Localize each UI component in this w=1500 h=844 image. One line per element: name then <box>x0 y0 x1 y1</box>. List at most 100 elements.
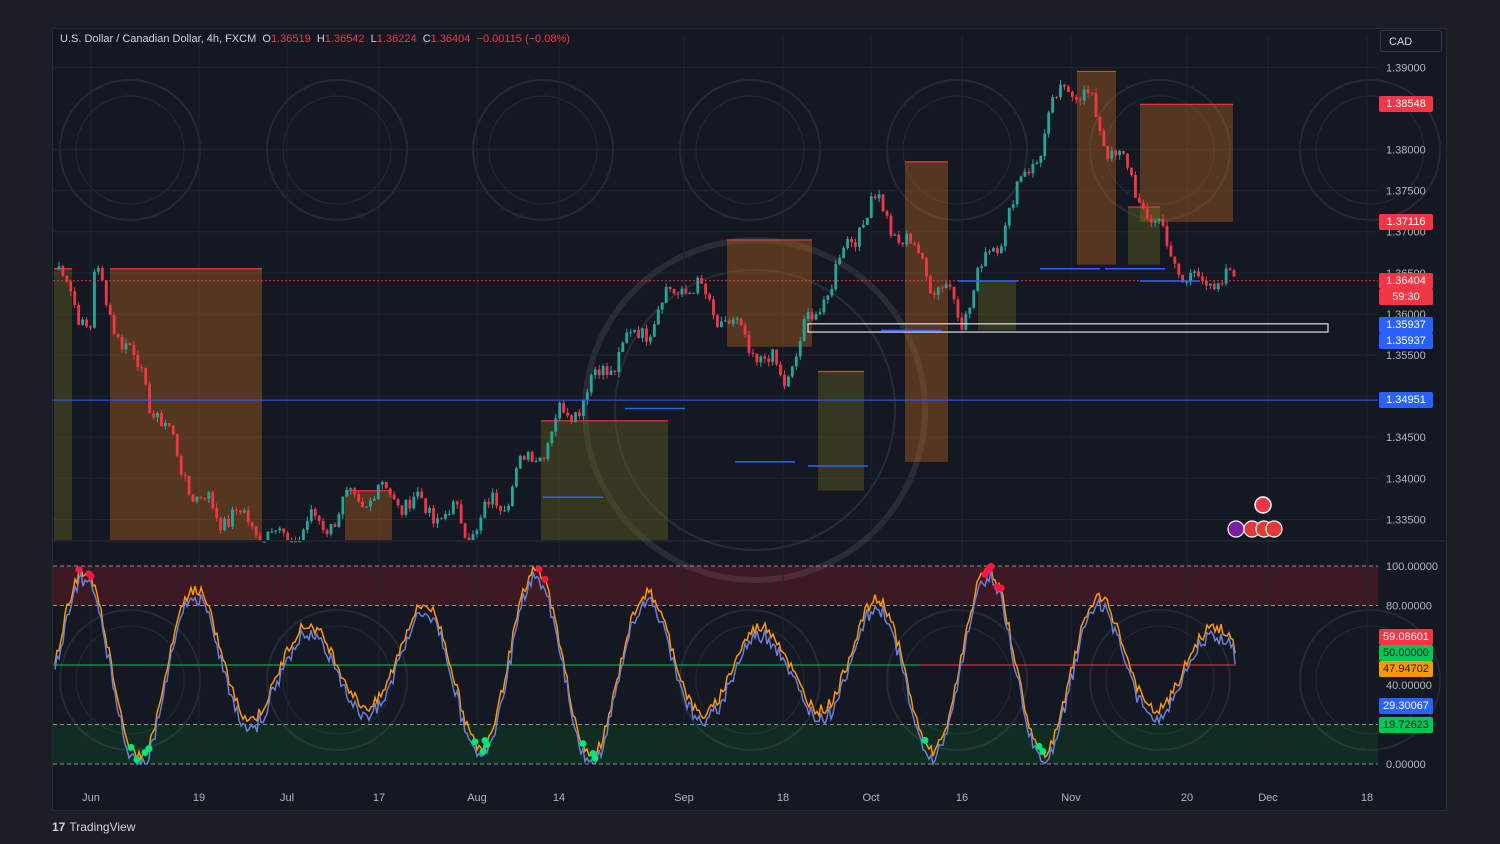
candle-body <box>392 494 396 500</box>
chart-frame <box>52 28 1447 811</box>
candle-body <box>1177 263 1181 275</box>
candle-body <box>400 505 404 515</box>
candle-body <box>574 412 577 422</box>
candle-body <box>136 354 140 368</box>
candle-body <box>321 521 325 531</box>
candle-body <box>483 501 487 518</box>
candle-body <box>578 412 581 417</box>
time-axis-label: Jul <box>280 792 294 804</box>
osc-axis-label: 40.00000 <box>1386 680 1432 692</box>
zone-box <box>905 161 948 462</box>
tradingview-logo[interactable]: 17 TradingView <box>52 820 136 834</box>
candle-body <box>641 328 644 338</box>
watermark-ring-inner <box>1315 625 1425 735</box>
zone-box <box>54 268 72 540</box>
candle-body <box>660 302 664 310</box>
candle-body <box>203 498 207 500</box>
candle-body <box>873 196 877 199</box>
candle-body <box>436 518 439 524</box>
candle-body <box>558 402 562 419</box>
candle-body <box>771 349 775 362</box>
candle-body <box>1208 283 1212 286</box>
currency-button[interactable]: CAD <box>1380 30 1442 52</box>
osc-trough-dot <box>1039 747 1047 755</box>
candle-body <box>290 541 293 543</box>
candle-body <box>645 328 648 342</box>
zone-box <box>978 281 1016 331</box>
event-alert-icon <box>1254 496 1272 514</box>
candle-body <box>1153 221 1157 223</box>
candle-body <box>593 369 597 376</box>
osc_tags-price-tag: 19.72623 <box>1379 717 1433 733</box>
candle-body <box>838 257 842 264</box>
price-axis-label: 1.39000 <box>1386 62 1426 74</box>
candle-body <box>893 234 897 236</box>
candle-body <box>487 501 491 505</box>
candle-body <box>1035 162 1039 165</box>
candle-body <box>380 481 384 485</box>
candle-body <box>534 461 538 463</box>
economic-event-icon <box>1265 520 1283 538</box>
candle-body <box>684 288 688 294</box>
candle-body <box>956 299 960 318</box>
time-axis-label: 17 <box>373 792 385 804</box>
candle-body <box>132 345 136 355</box>
watermark-ring-inner <box>695 625 805 735</box>
candle-body <box>988 251 991 253</box>
candle-body <box>96 267 100 272</box>
watermark-ring <box>886 609 1028 751</box>
candle-body <box>246 510 250 523</box>
candle-body <box>865 217 869 225</box>
candle-body <box>806 312 810 320</box>
price_tags-price-tag: 1.35937 <box>1379 333 1433 349</box>
time-axis-label: 14 <box>553 792 565 804</box>
candle-body <box>716 315 719 328</box>
candle-body <box>1126 153 1129 168</box>
candle-body <box>609 370 613 375</box>
osc-peak-dot <box>541 575 549 583</box>
candle-body <box>440 518 443 520</box>
candle-body <box>357 494 361 502</box>
candle-body <box>325 530 329 535</box>
candle-body <box>621 342 625 352</box>
economic-event-icon <box>1227 520 1245 538</box>
candle-countdown: 59:30 <box>1379 288 1433 305</box>
candle-body <box>909 233 913 244</box>
osc-trough-dot <box>127 743 135 751</box>
candle-body <box>921 253 924 259</box>
highlight-box <box>807 323 1329 333</box>
candle-body <box>1063 84 1066 87</box>
candle-body <box>1098 117 1102 132</box>
candle-body <box>522 455 526 460</box>
oversold-zone <box>53 724 1378 764</box>
candle-body <box>73 291 77 306</box>
candle-body <box>286 532 290 540</box>
candle-body <box>735 318 739 320</box>
candle-body <box>688 292 692 294</box>
candle-body <box>1086 89 1090 93</box>
candle-body <box>302 529 305 540</box>
candle-body <box>1216 283 1220 290</box>
candle-body <box>451 501 455 514</box>
zone-box <box>345 490 392 540</box>
candle-body <box>104 280 108 305</box>
candle-body <box>992 248 995 252</box>
candle-body <box>652 324 656 337</box>
candle-body <box>743 325 747 335</box>
candle-body <box>952 286 956 300</box>
candle-body <box>396 499 400 506</box>
candle-body <box>65 275 69 282</box>
time-axis-label: Jun <box>82 792 100 804</box>
price_tags-price-tag: 1.37116 <box>1379 214 1433 231</box>
candle-body <box>219 517 223 531</box>
candle-body <box>349 488 353 490</box>
candle-body <box>223 518 226 531</box>
osc-peak-dot <box>75 566 83 574</box>
candle-body <box>1019 176 1023 182</box>
price-axis-label: 1.37500 <box>1386 186 1426 198</box>
zone-box <box>818 371 864 491</box>
candle-body <box>376 484 380 500</box>
candle-body <box>1149 218 1153 223</box>
candles <box>57 80 1236 543</box>
